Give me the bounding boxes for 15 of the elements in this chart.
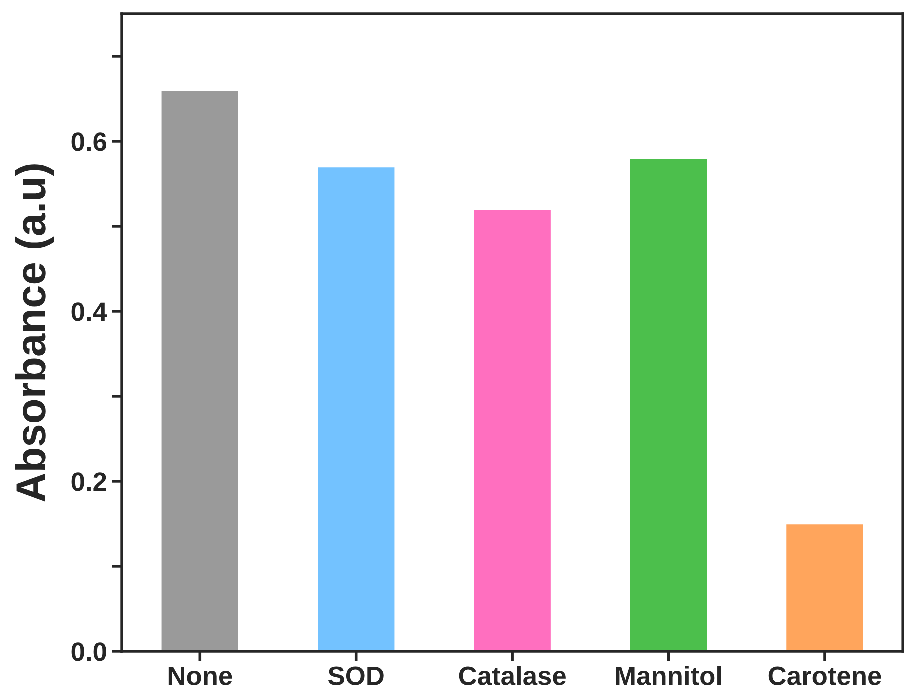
y-tick-label: 0.4 bbox=[72, 302, 108, 322]
x-tick-label: None bbox=[168, 667, 232, 686]
bar bbox=[629, 158, 709, 652]
y-tick-label: 0.2 bbox=[72, 472, 106, 492]
x-tick-label: Catalase bbox=[459, 666, 566, 686]
y-axis-title: Absorbance (a.u) bbox=[15, 164, 54, 502]
y-tick-label: 0.0 bbox=[72, 642, 106, 662]
bar bbox=[785, 523, 865, 652]
bar bbox=[160, 90, 240, 652]
y-tick-label: 0.6 bbox=[72, 132, 107, 152]
x-tick-label: Carotene bbox=[768, 666, 882, 686]
x-tick-label: Mannitol bbox=[616, 666, 722, 686]
bar bbox=[472, 208, 552, 652]
bar bbox=[316, 166, 396, 652]
x-tick-label: SOD bbox=[328, 666, 384, 686]
